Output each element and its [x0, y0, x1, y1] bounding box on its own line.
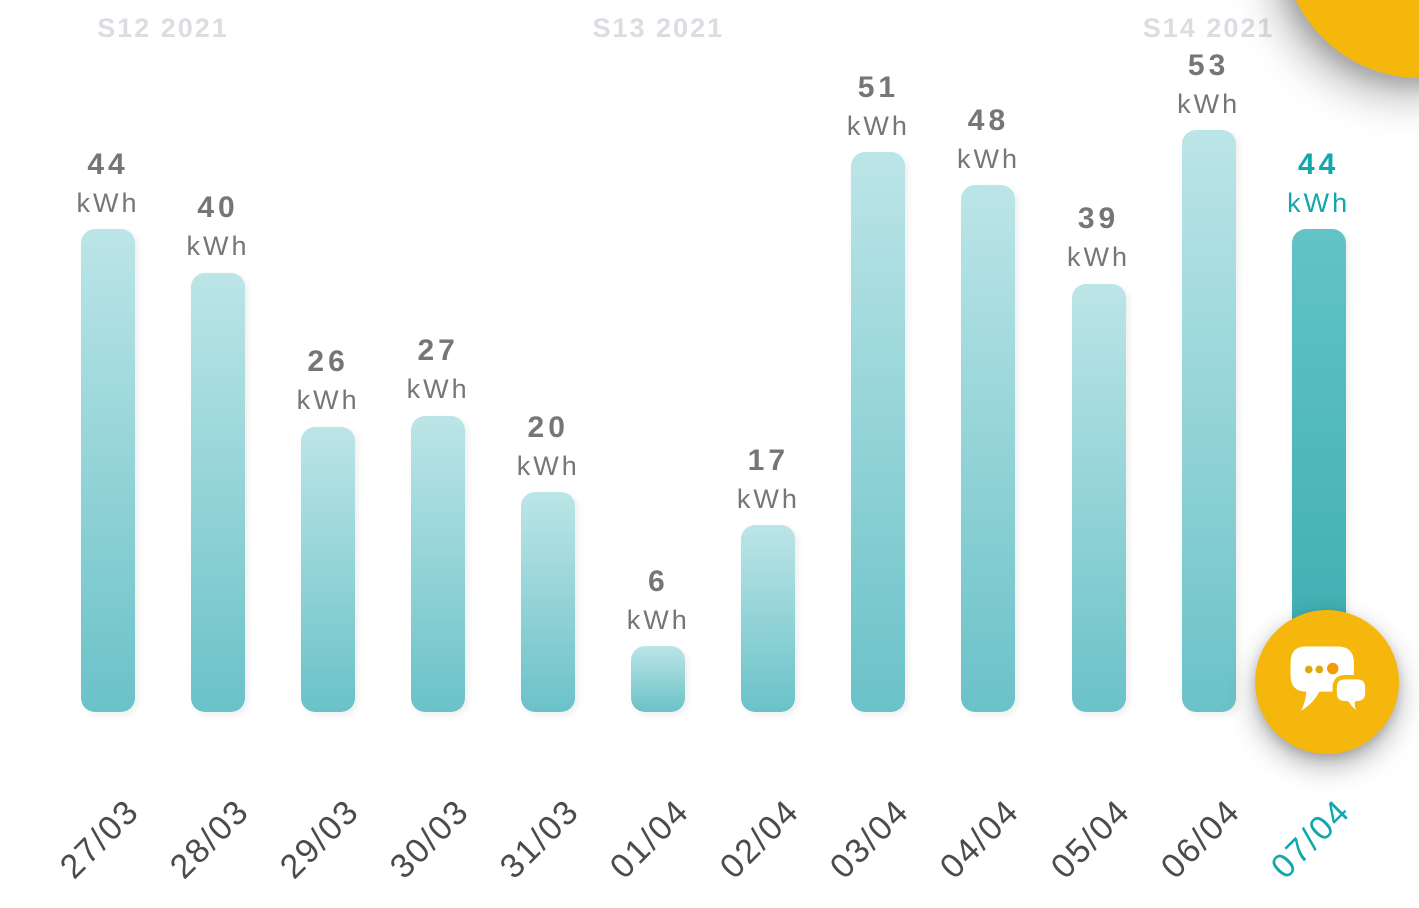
bar-value-04-04: 48 kWh: [913, 103, 1063, 175]
x-label-31-03: 31/03: [492, 792, 588, 887]
bar-04-04[interactable]: [961, 184, 1016, 712]
week-label-s13-2021: S13 2021: [592, 13, 725, 43]
value-unit: kWh: [1287, 187, 1351, 218]
value-unit: kWh: [296, 385, 360, 416]
bar-30-03[interactable]: [411, 415, 466, 712]
value-number: 27: [417, 334, 459, 368]
bar-value-28-03: 40 kWh: [143, 190, 293, 262]
value-unit: kWh: [406, 374, 470, 405]
chat-button[interactable]: [1255, 610, 1399, 754]
value-unit: kWh: [1177, 88, 1241, 119]
value-number: 6: [647, 564, 669, 598]
value-number: 26: [307, 345, 349, 379]
value-number: 20: [527, 411, 569, 445]
bar-29-03[interactable]: [301, 426, 356, 712]
chat-bubbles-icon: [1290, 646, 1370, 718]
value-unit: kWh: [846, 110, 910, 141]
value-number: 39: [1077, 202, 1120, 236]
x-label-05-04: 05/04: [1043, 792, 1138, 887]
value-unit: kWh: [626, 604, 690, 635]
value-number: 51: [857, 70, 900, 104]
value-unit: kWh: [516, 451, 580, 482]
bar-31-03[interactable]: [521, 492, 576, 712]
bar-value-02-04: 17 kWh: [693, 443, 843, 515]
value-number: 44: [87, 147, 129, 181]
x-label-04-04: 04/04: [933, 792, 1028, 887]
value-number: 44: [1297, 147, 1340, 181]
bar-28-03[interactable]: [191, 272, 246, 712]
value-unit: kWh: [76, 187, 140, 218]
x-label-27-03: 27/03: [52, 792, 147, 887]
bar-03-04[interactable]: [851, 152, 906, 712]
value-number: 40: [197, 191, 239, 225]
bar-01-04[interactable]: [631, 646, 686, 712]
bar-value-03-04: 51 kWh: [803, 70, 953, 142]
x-label-28-03: 28/03: [162, 792, 257, 887]
bar-value-01-04: 6 kWh: [583, 564, 733, 636]
bar-value-05-04: 39 kWh: [1024, 201, 1174, 273]
bar-02-04[interactable]: [741, 525, 796, 712]
value-unit: kWh: [1067, 242, 1131, 273]
x-label-02-04: 02/04: [713, 792, 808, 887]
week-label-s12-2021: S12 2021: [97, 13, 229, 43]
bar-06-04[interactable]: [1181, 130, 1236, 712]
x-label-30-03: 30/03: [382, 792, 478, 887]
x-label-03-04: 03/04: [823, 792, 918, 887]
value-number: 17: [747, 443, 790, 477]
x-label-06-04: 06/04: [1153, 792, 1248, 887]
bar-value-30-03: 27 kWh: [363, 333, 513, 405]
value-number: 48: [967, 103, 1010, 137]
week-label-s14-2021: S14 2021: [1142, 13, 1275, 43]
bar-05-04[interactable]: [1071, 283, 1126, 712]
bar-27-03[interactable]: [81, 228, 135, 712]
bar-value-29-03: 26 kWh: [253, 344, 403, 416]
bar-value-07-04: 44 kWh: [1244, 147, 1394, 219]
bar-value-27-03: 44 kWh: [33, 147, 183, 219]
x-label-07-04: 07/04: [1263, 792, 1358, 887]
value-unit: kWh: [736, 483, 800, 514]
bar-value-06-04: 53 kWh: [1134, 48, 1284, 120]
value-number: 53: [1187, 48, 1230, 82]
bar-value-31-03: 20 kWh: [473, 410, 623, 482]
x-label-01-04: 01/04: [603, 792, 698, 887]
decorative-corner-circle: [1282, 0, 1419, 78]
value-unit: kWh: [186, 231, 250, 262]
x-label-29-03: 29/03: [272, 792, 367, 887]
value-unit: kWh: [956, 143, 1020, 174]
